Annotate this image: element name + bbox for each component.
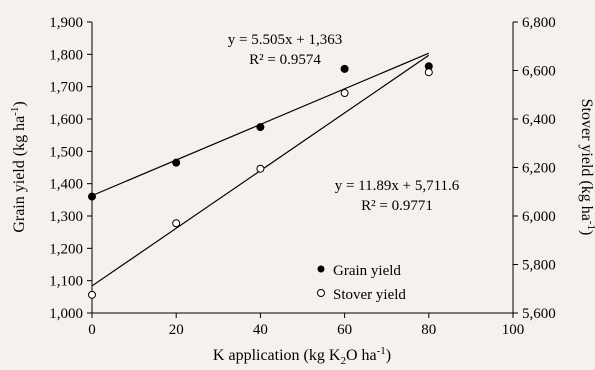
y-right-tick-label: 6,800 <box>522 15 556 31</box>
data-point-grain <box>340 64 349 73</box>
legend-marker-stover <box>317 289 325 297</box>
legend: Grain yield Stover yield <box>317 263 406 303</box>
y-left-tick-label: 1,300 <box>49 209 83 225</box>
legend-label-grain: Grain yield <box>333 263 401 279</box>
y-left-tick-label: 1,900 <box>49 15 83 31</box>
x-tick-label: 40 <box>253 322 268 338</box>
x-tick-label: 20 <box>169 322 184 338</box>
data-point-stover <box>424 68 433 77</box>
y-left-tick-label: 1,400 <box>49 177 83 193</box>
y-right-tick-label: 5,800 <box>522 258 556 274</box>
data-point-grain <box>172 158 181 167</box>
x-tick-label: 80 <box>421 322 436 338</box>
y-left-tick-label: 1,200 <box>49 241 83 257</box>
data-point-stover <box>340 89 349 98</box>
legend-marker-grain <box>317 265 325 273</box>
x-tick-label: 100 <box>502 322 525 338</box>
y-right-tick-label: 6,600 <box>522 64 556 80</box>
y-right-tick-label: 5,600 <box>522 306 556 322</box>
y-left-axis-title: Grain yield (kg ha-1) <box>9 101 28 232</box>
y-left-tick-label: 1,000 <box>49 306 83 322</box>
legend-label-stover: Stover yield <box>333 287 406 303</box>
data-point-grain <box>88 192 96 201</box>
equation-grain: y = 5.505x + 1,363 <box>228 32 342 48</box>
data-point-stover <box>172 219 181 228</box>
data-points <box>88 62 433 299</box>
data-point-stover <box>88 290 96 299</box>
y-right-axis-title: Stover yield (kg ha-1) <box>578 99 595 236</box>
y-right-ticks: 5,600 5,800 6,000 6,200 6,400 6,600 6,800 <box>513 15 556 322</box>
data-point-grain <box>256 123 265 132</box>
x-tick-label: 60 <box>337 322 352 338</box>
y-left-tick-label: 1,700 <box>49 80 83 96</box>
r2-grain: R² = 0.9574 <box>249 52 321 68</box>
x-ticks: 0 20 40 60 80 100 <box>88 313 524 338</box>
y-left-tick-label: 1,600 <box>49 112 83 128</box>
equation-stover: y = 11.89x + 5,711.6 <box>335 178 460 194</box>
y-right-tick-label: 6,200 <box>522 161 556 177</box>
r2-stover: R² = 0.9771 <box>361 198 433 214</box>
x-axis-title: K application (kg K2O ha-1) <box>213 345 391 367</box>
y-left-tick-label: 1,800 <box>49 47 83 63</box>
x-tick-label: 0 <box>88 322 96 338</box>
data-point-stover <box>256 164 265 173</box>
y-right-tick-label: 6,000 <box>522 209 556 225</box>
y-left-tick-label: 1,100 <box>49 274 83 290</box>
y-left-ticks: 1,000 1,100 1,200 1,300 1,400 1,500 1,600 1,700… <box>49 15 92 322</box>
y-right-tick-label: 6,400 <box>522 112 556 128</box>
y-left-tick-label: 1,500 <box>49 144 83 160</box>
